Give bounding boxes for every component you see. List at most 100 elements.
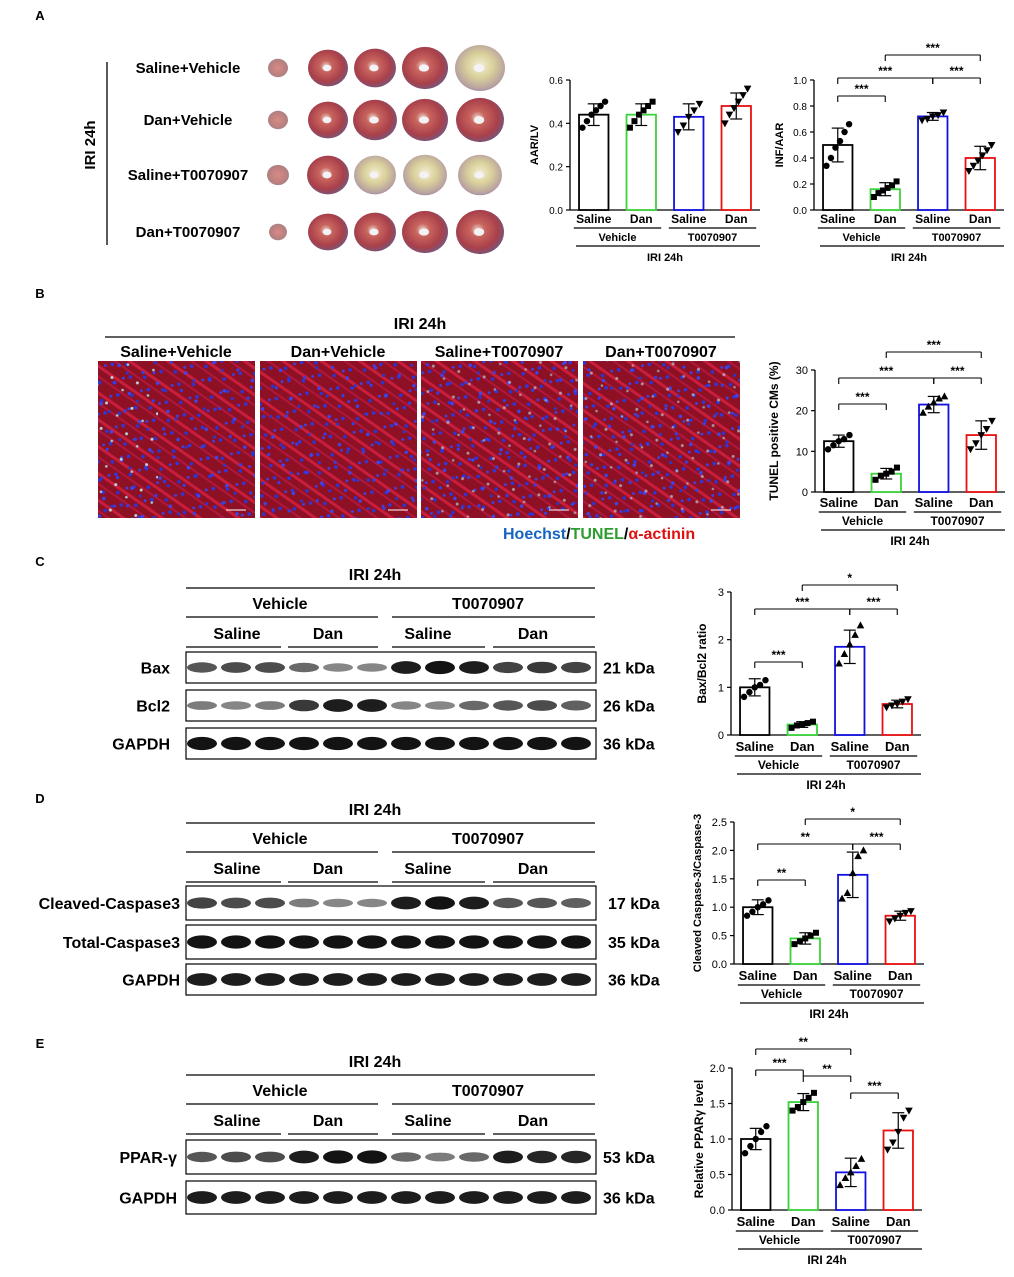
group-label: T0070907 xyxy=(847,1233,901,1247)
sig-label: *** xyxy=(950,364,964,378)
row-label: Dan+Vehicle xyxy=(144,112,233,129)
sig-label: *** xyxy=(771,648,785,662)
data-point xyxy=(928,113,937,121)
panel-c-chart-chart: 0 1 2 3 Bax/Bcl2 ratio Saline Dan Saline Dan Vehi… xyxy=(695,571,921,792)
blot-band xyxy=(255,935,285,949)
blot-band xyxy=(459,1152,489,1162)
y-tick-label: 10 xyxy=(796,446,808,458)
data-point xyxy=(875,190,882,197)
sig-label: *** xyxy=(927,338,941,352)
blot-band xyxy=(527,935,557,949)
blot-band xyxy=(391,661,421,674)
blot-band xyxy=(187,736,217,751)
data-point xyxy=(857,1154,866,1162)
y-axis-title: AAR/LV xyxy=(529,124,541,165)
blot-band xyxy=(187,701,217,710)
iri-label: IRI 24h xyxy=(82,120,99,169)
data-point xyxy=(845,121,853,128)
group-label: T0070907 xyxy=(930,514,984,528)
y-tick-label: 1.0 xyxy=(710,1134,725,1146)
blot-band xyxy=(323,736,353,751)
data-point xyxy=(730,105,738,113)
data-point xyxy=(888,702,896,710)
sig-label: *** xyxy=(854,82,868,96)
blot-band xyxy=(289,736,319,751)
blot-label: Cleaved-Caspase3 xyxy=(39,896,181,913)
data-point xyxy=(904,696,912,704)
stain-legend-part: TUNEL xyxy=(571,526,625,543)
group-label: T0070907 xyxy=(452,596,524,613)
data-point xyxy=(901,909,910,917)
data-point xyxy=(835,437,842,445)
heart-lumen xyxy=(419,171,429,179)
y-tick-label: 1 xyxy=(718,682,724,694)
heart-lumen xyxy=(322,116,332,124)
heart-lumen xyxy=(473,64,485,72)
subgroup-label: Saline xyxy=(404,861,451,878)
data-point xyxy=(579,124,586,131)
blot-band xyxy=(391,896,421,910)
heart-lumen xyxy=(473,116,485,124)
group-label: Vehicle xyxy=(599,232,637,244)
data-point xyxy=(836,1181,844,1189)
blot-band xyxy=(323,1191,353,1204)
stain-legend-part: α-actinin xyxy=(628,526,695,543)
blot-band xyxy=(391,1152,421,1162)
panel-letter-a: A xyxy=(35,8,45,23)
x-tick-label: Dan xyxy=(885,739,910,754)
data-point xyxy=(734,98,743,106)
data-point xyxy=(721,120,729,128)
blot-label: Total-Caspase3 xyxy=(63,935,180,952)
data-point xyxy=(889,182,896,189)
data-point xyxy=(757,1128,765,1136)
y-tick-label: 0.6 xyxy=(793,128,807,139)
data-point xyxy=(899,1114,908,1122)
heart-lumen xyxy=(369,116,379,124)
subgroup-label: Dan xyxy=(313,1113,343,1130)
kda-label: 35 kDa xyxy=(608,935,660,952)
data-point xyxy=(893,701,902,709)
y-tick-label: 1.5 xyxy=(712,874,727,886)
data-point xyxy=(791,941,798,948)
data-point xyxy=(830,442,837,449)
y-tick-label: 0.6 xyxy=(549,76,563,87)
data-point xyxy=(810,1089,817,1096)
data-point xyxy=(749,908,756,915)
data-point xyxy=(631,118,638,125)
blot-band xyxy=(221,935,251,949)
heart-lumen xyxy=(369,228,379,236)
row-label: Dan+T0070907 xyxy=(136,224,241,241)
blot-band xyxy=(459,661,489,674)
heart-slice-image xyxy=(268,110,288,130)
kda-label: 36 kDa xyxy=(603,737,655,754)
data-point xyxy=(870,194,877,200)
data-point xyxy=(843,889,852,896)
blot-band xyxy=(425,896,455,910)
data-point xyxy=(846,1168,855,1176)
blot-band xyxy=(323,898,353,908)
data-point xyxy=(969,162,978,170)
blot-band xyxy=(493,700,523,711)
x-tick-label: Dan xyxy=(793,968,818,983)
data-point xyxy=(924,402,933,410)
data-point xyxy=(877,472,884,479)
row-label: Saline+Vehicle xyxy=(136,60,241,77)
heart-lumen xyxy=(322,64,332,72)
data-point xyxy=(889,1139,897,1147)
sig-label: *** xyxy=(855,390,869,404)
x-tick-label: Saline xyxy=(671,212,707,226)
x-tick-label: Saline xyxy=(915,495,953,510)
blot-label: GAPDH xyxy=(112,737,170,754)
group-label: Vehicle xyxy=(252,596,307,613)
blot-band xyxy=(493,897,523,909)
blot-band xyxy=(289,662,319,673)
group-label: T0070907 xyxy=(452,831,524,848)
blot-band xyxy=(425,660,455,675)
blot-band xyxy=(357,898,387,908)
sig-label: *** xyxy=(772,1056,786,1070)
data-point xyxy=(846,431,853,439)
y-tick-label: 1.5 xyxy=(710,1099,725,1111)
x-tick-label: Saline xyxy=(832,1214,870,1229)
y-tick-label: 0.0 xyxy=(710,1205,725,1217)
